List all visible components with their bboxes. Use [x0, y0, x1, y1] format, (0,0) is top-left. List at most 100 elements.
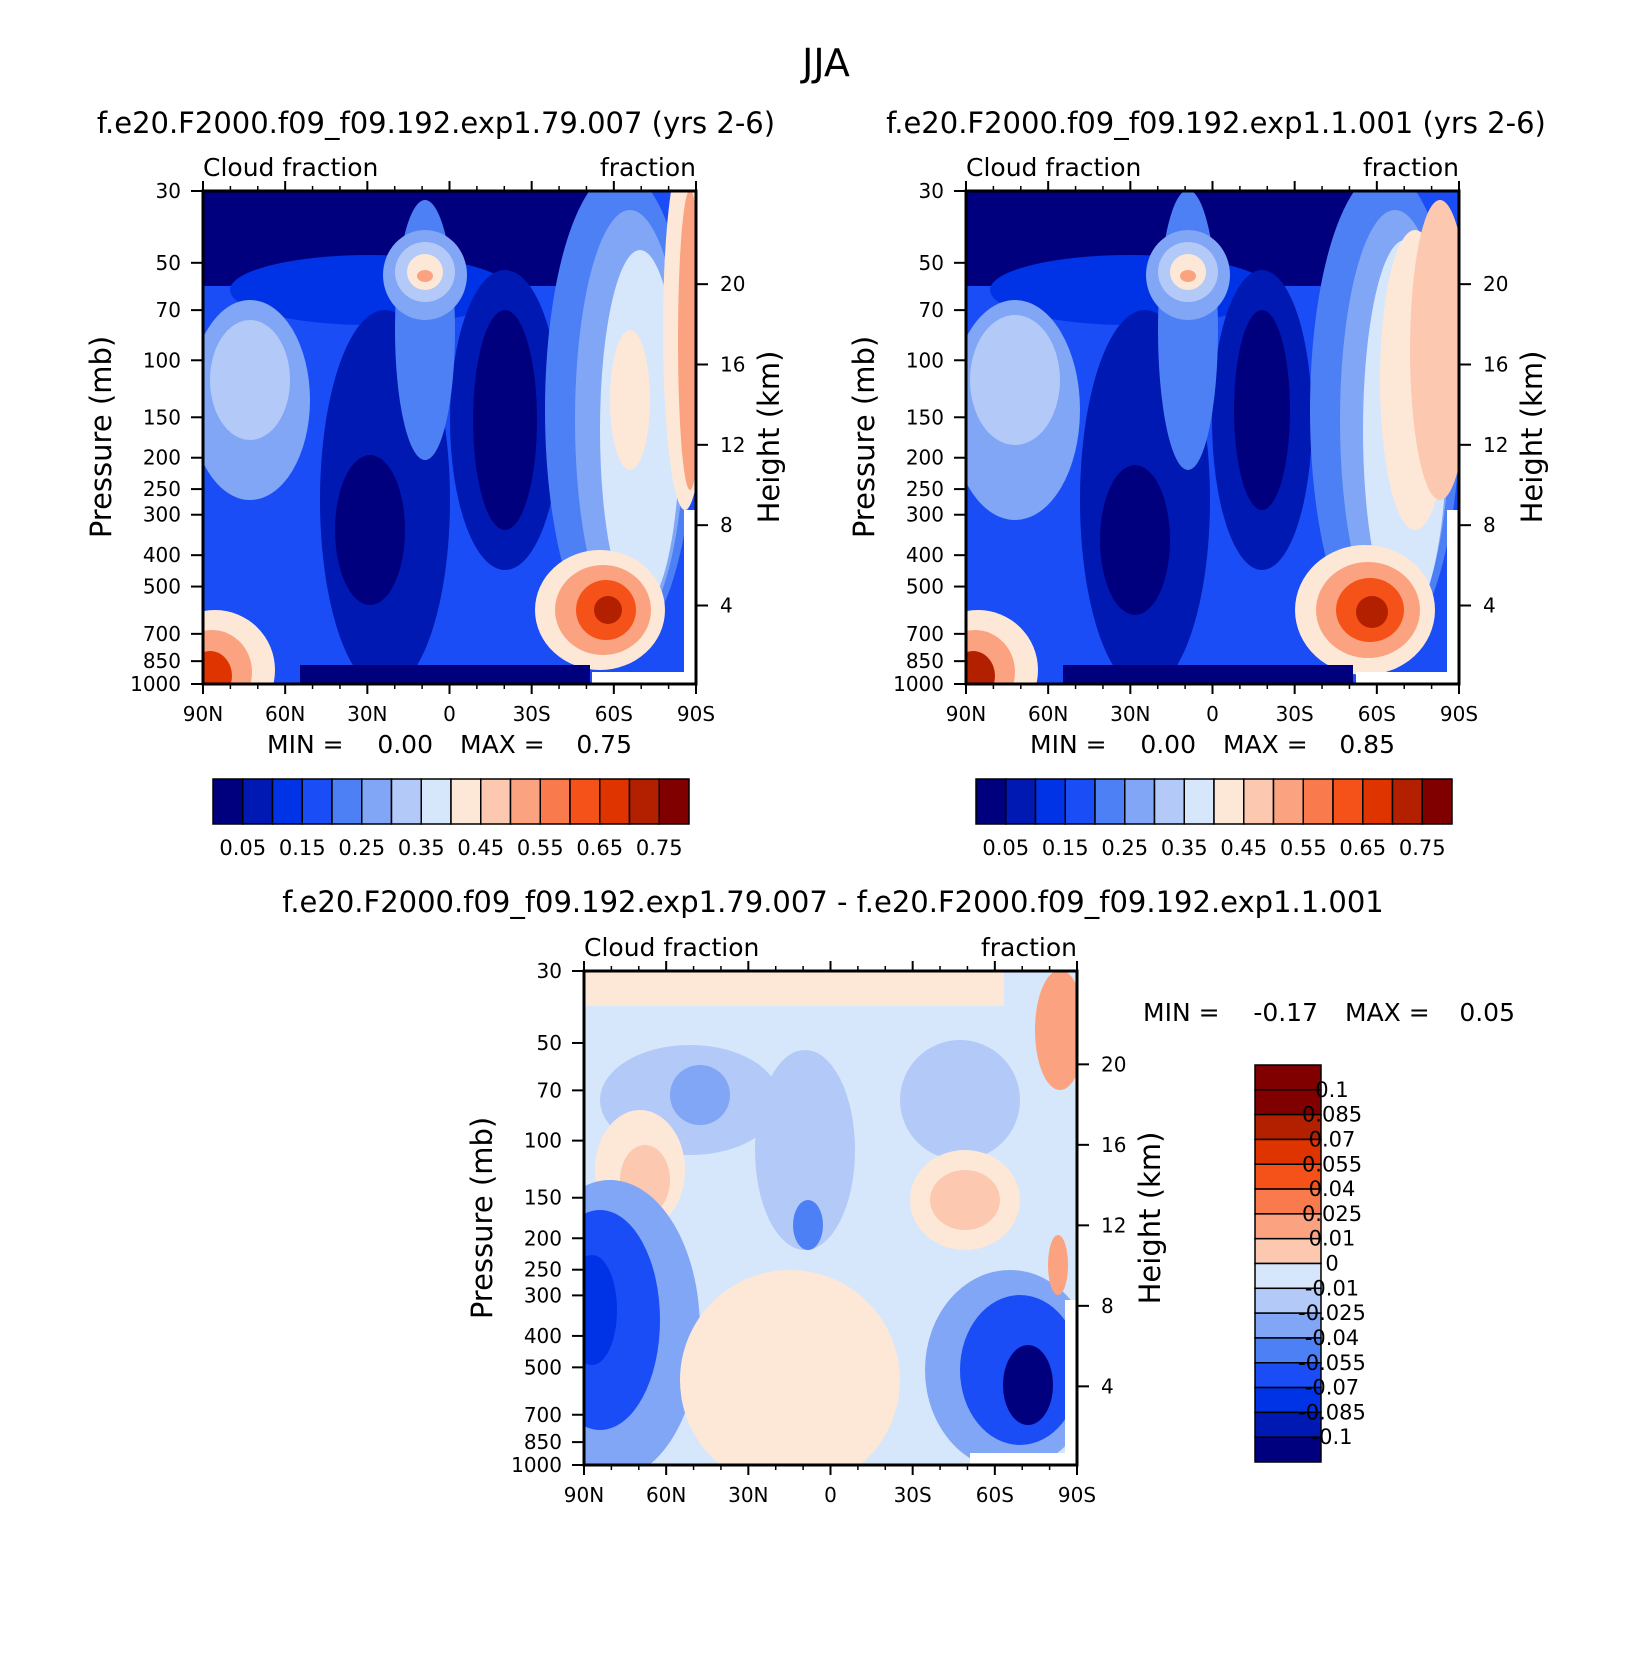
colorbar-box	[420, 778, 452, 825]
min-label: MIN =	[1143, 998, 1220, 1027]
colorbar-box	[1254, 1262, 1322, 1290]
left-string: Cloud fraction	[584, 933, 759, 962]
y2-tick-label: 20	[1101, 1052, 1126, 1076]
colorbar-label: 0.35	[1161, 836, 1208, 860]
y-tick-label: 200	[524, 1226, 562, 1250]
colorbar-box	[1183, 778, 1215, 825]
topography-mask	[970, 1453, 1077, 1465]
y-tick-label: 70	[156, 298, 181, 322]
y-tick-label: 250	[524, 1258, 562, 1282]
max-value: 0.05	[1459, 998, 1515, 1027]
colorbar-box	[450, 778, 482, 825]
y-tick-label: 300	[143, 503, 181, 527]
y2-tick-label: 20	[720, 272, 745, 296]
colorbar-label: 0.65	[1339, 836, 1386, 860]
colorbar-label: 0.15	[1042, 836, 1089, 860]
y-tick-label: 300	[524, 1283, 562, 1307]
topography-mask	[1356, 672, 1459, 684]
y-tick-label: 250	[143, 477, 181, 501]
x-tick-label: 30S	[894, 1483, 932, 1507]
panel-model-2: f.e20.F2000.f09_f09.192.exp1.1.001 (yrs …	[847, 106, 1549, 860]
colorbar-box	[1391, 778, 1423, 825]
colorbar-box	[1124, 778, 1156, 825]
right-string: fraction	[1363, 153, 1459, 182]
y2-tick-label: 8	[1101, 1294, 1114, 1318]
colorbar-label: 0.05	[982, 836, 1029, 860]
trop-neg-core	[793, 1200, 823, 1250]
panel-title: f.e20.F2000.f09_f09.192.exp1.1.001 (yrs …	[886, 106, 1546, 140]
colorbar-label: -0.025	[1298, 1301, 1366, 1325]
colorbar-label: 0.01	[1309, 1227, 1356, 1251]
topography-mask	[592, 672, 696, 684]
y2-tick-label: 8	[720, 513, 733, 537]
sh-high-2	[678, 191, 696, 490]
colorbar-label: 0.55	[1280, 836, 1327, 860]
plot-area	[966, 191, 1459, 684]
y-tick-label: 50	[537, 1031, 562, 1055]
colorbar-box	[480, 778, 512, 825]
colorbar: 0.05 0.15 0.25 0.35 0.45 0.55 0.65 0.75	[975, 778, 1453, 860]
colorbar-label: 0.75	[1399, 836, 1446, 860]
sh-low-neg-3	[1003, 1345, 1053, 1425]
right-string: fraction	[600, 153, 696, 182]
colorbar-box	[569, 778, 601, 825]
colorbar-box	[1362, 778, 1394, 825]
y-tick-label: 150	[143, 405, 181, 429]
y-axis-label: Pressure (mb)	[84, 336, 118, 538]
colorbar-box	[331, 778, 363, 825]
panel-title: f.e20.F2000.f09_f09.192.exp1.79.007 (yrs…	[97, 106, 775, 140]
x-tick-label: 60S	[595, 702, 633, 726]
sh-pos-core	[930, 1170, 1000, 1230]
x-tick-label: 90N	[946, 702, 986, 726]
colorbar-box	[1254, 1362, 1322, 1389]
sh-mid-pos	[1048, 1235, 1068, 1295]
colorbar-box	[1254, 1237, 1322, 1265]
y2-axis-label: Height (km)	[1515, 351, 1549, 524]
y2-tick-label: 16	[1101, 1133, 1126, 1157]
colorbar-label: 0.025	[1302, 1202, 1362, 1226]
x-tick-label: 30N	[347, 702, 387, 726]
colorbar-box	[1005, 778, 1037, 825]
min-label: MIN =	[1030, 730, 1107, 759]
colorbar-label: 0.25	[1101, 836, 1148, 860]
axes: 90N 60N 30N 0 30S 60S 90S 30 50 70 100 150 200 250300…	[893, 179, 1508, 726]
y-tick-label: 200	[906, 446, 944, 470]
colorbar-box	[1254, 1213, 1322, 1240]
subtropic-core	[1100, 465, 1170, 615]
y-tick-label: 200	[143, 446, 181, 470]
colorbar-label: 0.07	[1309, 1127, 1356, 1151]
colorbar-box	[242, 778, 274, 825]
sh-high-1	[1410, 200, 1459, 500]
y-tick-label: 850	[143, 649, 181, 673]
colorbar-label: 0.05	[219, 836, 266, 860]
y-axis-label: Pressure (mb)	[847, 336, 881, 538]
colorbar-box	[1094, 778, 1126, 825]
y-tick-label: 1000	[893, 672, 944, 696]
y-tick-label: 500	[524, 1355, 562, 1379]
plot-area	[584, 971, 1077, 1465]
itcz-top-4	[1180, 270, 1196, 282]
y-tick-label: 70	[537, 1078, 562, 1102]
colorbar-box	[1213, 778, 1245, 825]
colorbar-label: 0.35	[398, 836, 445, 860]
max-label: MAX =	[460, 730, 545, 759]
arctic-3	[203, 651, 232, 684]
max-label: MAX =	[1223, 730, 1308, 759]
colorbar-box	[1254, 1436, 1322, 1463]
surface-band	[300, 665, 590, 684]
y2-tick-label: 12	[720, 433, 745, 457]
x-tick-label: 90S	[1440, 702, 1478, 726]
colorbar-label: 0.55	[517, 836, 564, 860]
colorbar-box	[599, 778, 631, 825]
colorbar-label: 0.04	[1309, 1177, 1356, 1201]
right-string: fraction	[981, 933, 1077, 962]
colorbar-label: 0.085	[1302, 1103, 1362, 1127]
y-tick-label: 250	[906, 477, 944, 501]
x-tick-label: 60N	[265, 702, 305, 726]
y-tick-label: 1000	[511, 1453, 562, 1477]
trop-neg	[755, 1050, 855, 1250]
y-tick-label: 400	[143, 543, 181, 567]
upper-positive	[584, 971, 1004, 1006]
colorbar-box	[1254, 1064, 1322, 1091]
